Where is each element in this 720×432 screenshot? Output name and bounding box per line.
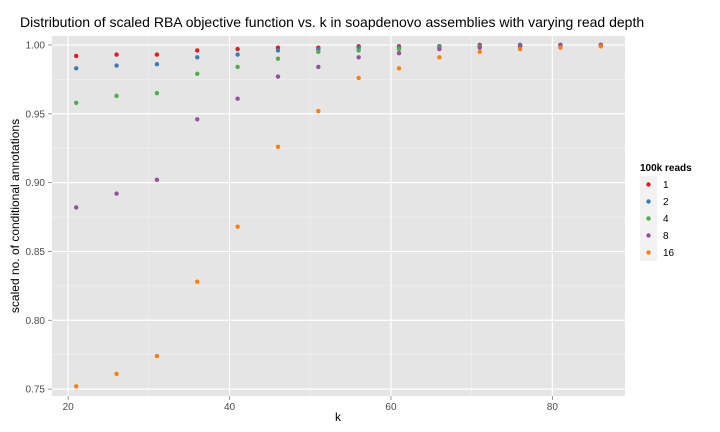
x-tick-label: 20	[63, 402, 75, 413]
data-point-series-2	[154, 62, 160, 67]
data-point-series-16	[235, 224, 240, 229]
data-point-series-16	[598, 44, 603, 49]
data-point-series-16	[558, 45, 563, 50]
data-point-series-16	[74, 384, 79, 389]
data-point-series-1	[114, 52, 119, 57]
data-point-series-16	[477, 49, 482, 55]
legend-label: 16	[663, 248, 675, 259]
data-point-series-8	[114, 191, 119, 196]
major-grid	[52, 36, 625, 396]
data-point-series-16	[517, 46, 523, 52]
data-point-series-1	[154, 52, 160, 57]
data-point-series-16	[195, 279, 200, 284]
legend-label: 4	[663, 214, 669, 225]
data-point-series-4	[154, 90, 160, 96]
data-point-series-16	[316, 108, 321, 114]
legend-label: 2	[663, 197, 669, 208]
data-point-series-16	[437, 55, 442, 60]
x-axis-title: k	[335, 410, 342, 424]
data-point-series-4	[114, 93, 119, 99]
data-point-series-8	[74, 205, 79, 210]
legend-swatch	[646, 182, 651, 187]
legend-title: 100k reads	[640, 163, 692, 174]
y-axis-ticks: 0.75 0.80 0.85 0.90 0.95 1.00	[26, 40, 52, 396]
data-points	[74, 42, 603, 389]
y-tick-label: 1.00	[26, 40, 46, 51]
minor-grid	[52, 36, 625, 396]
data-point-series-1	[235, 46, 240, 52]
data-point-series-8	[396, 51, 402, 56]
data-point-series-4	[356, 48, 361, 53]
data-point-series-2	[235, 52, 240, 57]
x-axis-ticks: 20 40 60 80	[63, 396, 559, 413]
data-point-series-16	[114, 371, 119, 377]
data-point-series-4	[316, 49, 321, 55]
data-point-series-16	[275, 144, 281, 150]
data-point-series-1	[195, 48, 200, 53]
y-tick-label: 0.75	[26, 385, 46, 396]
y-tick-label: 0.85	[26, 247, 46, 258]
data-point-series-4	[235, 64, 240, 70]
data-point-series-8	[477, 45, 482, 50]
legend-label: 8	[663, 231, 669, 242]
data-point-series-4	[396, 46, 402, 52]
y-tick-label: 0.90	[26, 178, 46, 189]
x-tick-label: 80	[547, 402, 559, 413]
x-tick-label: 40	[224, 402, 236, 413]
data-point-series-8	[154, 177, 160, 183]
legend-label: 1	[663, 180, 669, 191]
y-tick-label: 0.80	[26, 316, 46, 327]
y-axis-title: scaled no. of conditional annotations	[8, 119, 22, 313]
data-point-series-4	[275, 56, 281, 61]
legend-swatch	[646, 216, 651, 221]
data-point-series-2	[114, 63, 119, 68]
data-point-series-8	[275, 74, 281, 79]
legend: 100k reads 1 2 4 8 16	[640, 163, 692, 261]
data-point-series-8	[195, 117, 200, 122]
data-point-series-4	[195, 71, 200, 77]
legend-swatch	[646, 250, 651, 255]
y-tick-label: 0.95	[26, 109, 46, 120]
legend-swatch	[646, 233, 651, 238]
x-tick-label: 60	[385, 402, 397, 413]
data-point-series-4	[74, 100, 79, 105]
data-point-series-8	[356, 55, 361, 60]
data-point-series-16	[154, 353, 160, 359]
data-point-series-2	[275, 48, 281, 53]
data-point-series-8	[235, 96, 240, 101]
data-point-series-2	[195, 55, 200, 60]
data-point-series-8	[437, 46, 442, 52]
legend-swatch	[646, 199, 651, 204]
data-point-series-2	[74, 66, 79, 71]
data-point-series-1	[74, 53, 79, 59]
data-point-series-16	[356, 75, 361, 81]
data-point-series-8	[316, 64, 321, 70]
chart-title: Distribution of scaled RBA objective fun…	[20, 14, 645, 30]
data-point-series-16	[396, 66, 402, 71]
plot-panel	[52, 36, 625, 396]
